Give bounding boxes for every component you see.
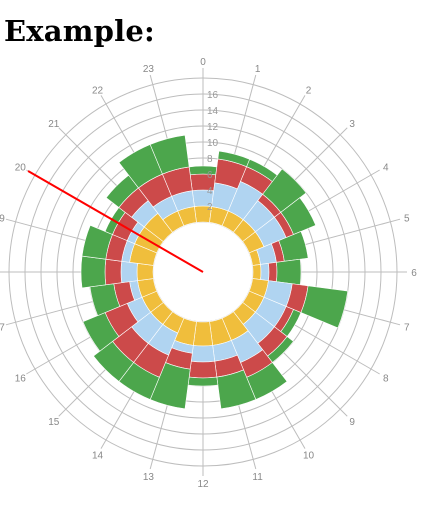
- hour-label-23: 23: [143, 64, 155, 75]
- hour-label-16: 16: [15, 374, 27, 385]
- hour-label-5: 5: [404, 213, 410, 224]
- radial-tick-label: 4: [207, 186, 213, 197]
- segment-green-12: [188, 377, 218, 386]
- hour-label-1: 1: [255, 64, 261, 75]
- hour-label-20: 20: [15, 163, 27, 174]
- hour-label-10: 10: [303, 451, 315, 462]
- hour-label-6: 6: [411, 268, 417, 279]
- hour-label-22: 22: [92, 85, 104, 96]
- hour-label-14: 14: [92, 451, 104, 462]
- segment-green-0: [189, 166, 217, 175]
- hour-label-12: 12: [197, 479, 209, 490]
- radial-tick-label: 2: [207, 202, 213, 213]
- hour-label-9: 9: [349, 417, 355, 428]
- hour-label-13: 13: [143, 472, 155, 483]
- hour-label-4: 4: [383, 163, 389, 174]
- segment-red-12: [189, 361, 217, 378]
- radial-tick-label: 10: [207, 138, 219, 149]
- segment-red-18: [105, 259, 122, 285]
- radial-tick-label: 16: [207, 90, 219, 101]
- segment-red-6: [268, 262, 277, 281]
- hour-label-19: 19: [0, 213, 5, 224]
- segment-blue-12: [191, 345, 215, 362]
- hour-label-21: 21: [48, 119, 60, 130]
- hour-label-15: 15: [48, 417, 60, 428]
- segment-yellow-18: [137, 263, 153, 280]
- hour-label-11: 11: [252, 472, 263, 483]
- radial-tick-label: 6: [207, 170, 213, 181]
- radial-tick-label: 14: [207, 106, 219, 117]
- hour-label-17: 17: [0, 323, 5, 334]
- segment-green-6: [276, 259, 301, 285]
- hour-label-2: 2: [306, 85, 312, 96]
- segment-blue-6: [261, 263, 270, 280]
- segment-green-18: [81, 256, 106, 288]
- segment-blue-18: [121, 261, 138, 282]
- chart-grid: [0, 68, 407, 476]
- hour-label-3: 3: [349, 119, 355, 130]
- hour-label-7: 7: [404, 323, 410, 334]
- hour-label-8: 8: [383, 374, 389, 385]
- radial-tick-label: 12: [207, 122, 219, 133]
- segment-yellow-6: [253, 264, 261, 279]
- radial-tick-label: 8: [207, 154, 213, 165]
- hour-label-0: 0: [200, 57, 206, 68]
